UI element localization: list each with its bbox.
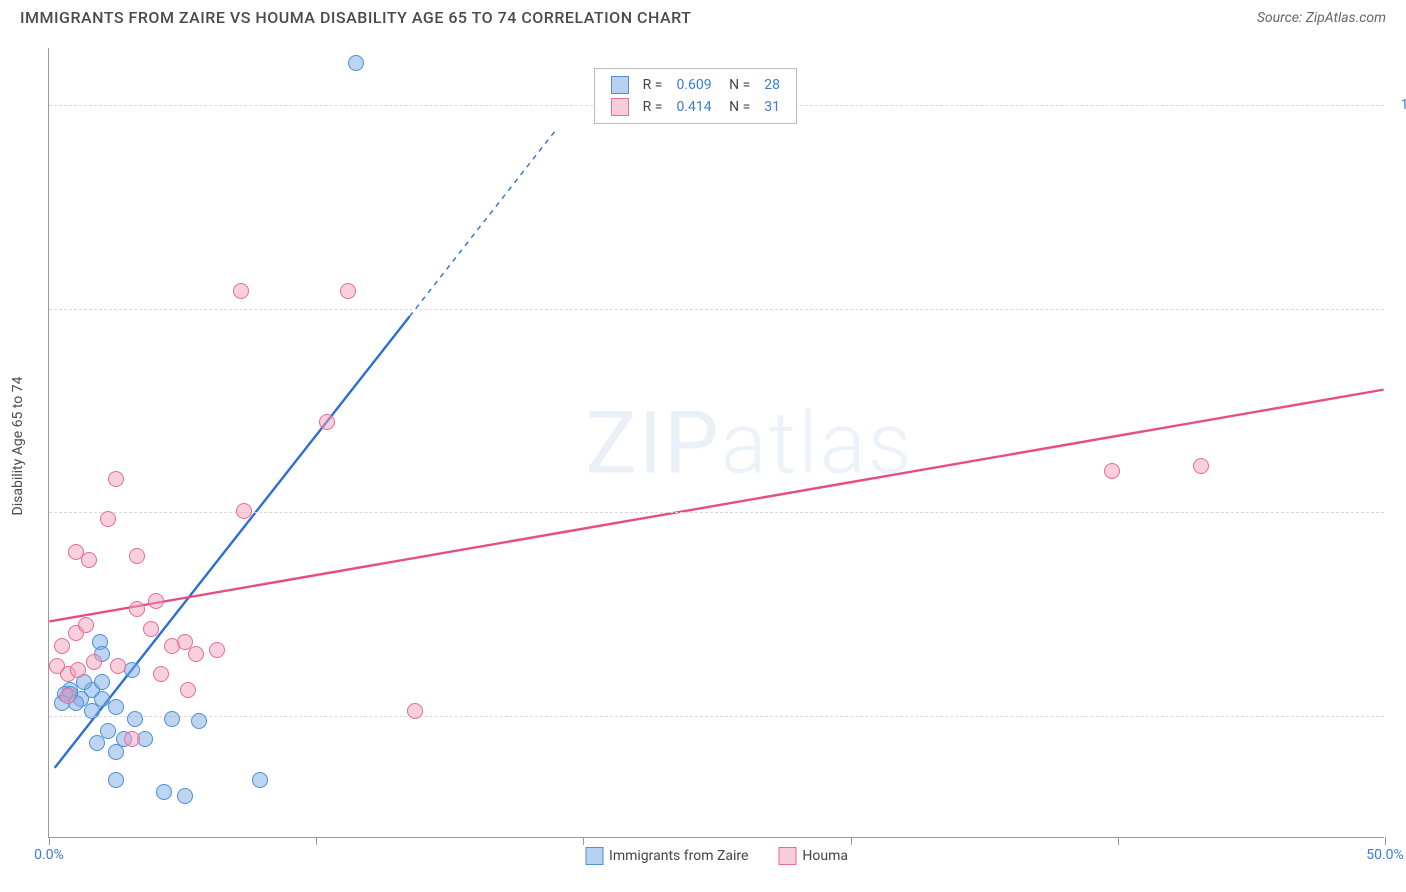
gridline-h [49,716,1384,717]
legend-swatch-s2 [611,98,629,116]
legend-item-s1: Immigrants from Zaire [585,847,748,865]
scatter-point-s2 [129,548,145,564]
scatter-point-s2 [68,544,84,560]
scatter-point-s1 [348,55,364,71]
scatter-point-s2 [78,617,94,633]
trend-lines-layer [49,48,1384,837]
scatter-point-s2 [233,283,249,299]
legend-item-s2: Houma [778,847,848,865]
page-title: IMMIGRANTS FROM ZAIRE VS HOUMA DISABILIT… [20,8,691,27]
trend-line-dashed-s1 [410,129,557,316]
x-tick [1385,837,1386,845]
scatter-point-s1 [108,699,124,715]
scatter-point-s1 [108,772,124,788]
x-tick [851,837,852,845]
scatter-point-s2 [108,471,124,487]
scatter-point-s2 [143,621,159,637]
scatter-point-s2 [177,634,193,650]
scatter-point-s1 [164,711,180,727]
gridline-h [49,309,1384,310]
scatter-point-s1 [177,788,193,804]
series-legend: Immigrants from Zaire Houma [585,847,848,865]
scatter-point-s2 [188,646,204,662]
scatter-point-s2 [209,642,225,658]
scatter-point-s2 [129,601,145,617]
scatter-point-s2 [86,654,102,670]
scatter-point-s1 [191,713,207,729]
scatter-point-s1 [127,711,143,727]
legend-n-value-s2: 31 [758,97,786,117]
legend-n-label: N = [720,97,757,117]
scatter-point-s2 [124,731,140,747]
correlation-stats-legend: R = 0.609 N = 28 R = 0.414 N = 31 [594,68,797,124]
scatter-point-s2 [407,703,423,719]
scatter-point-s2 [180,682,196,698]
x-tick [49,837,50,845]
legend-n-label: N = [720,75,757,95]
legend-swatch-s1 [585,847,603,865]
scatter-point-s2 [81,552,97,568]
legend-r-value-s1: 0.609 [670,75,717,95]
scatter-point-s1 [89,735,105,751]
legend-label-s1: Immigrants from Zaire [609,848,748,864]
scatter-point-s2 [1104,463,1120,479]
scatter-point-s2 [340,283,356,299]
scatter-point-s2 [54,638,70,654]
scatter-point-s1 [108,744,124,760]
legend-swatch-s2 [778,847,796,865]
scatter-point-s1 [94,674,110,690]
scatter-point-s2 [70,662,86,678]
scatter-point-s1 [84,703,100,719]
scatter-point-s2 [153,666,169,682]
scatter-point-s2 [110,658,126,674]
legend-swatch-s1 [611,76,629,94]
scatter-point-s2 [49,658,65,674]
legend-r-label: R = [637,97,669,117]
watermark: ZIPatlas [585,392,913,493]
legend-r-label: R = [637,75,669,95]
scatter-point-s2 [148,593,164,609]
scatter-point-s1 [252,772,268,788]
x-tick [583,837,584,845]
x-tick [1118,837,1119,845]
correlation-scatter-chart: ZIPatlas Immigrants from ZaireHouma 25.0… [48,48,1384,838]
y-tick-label: 100.0% [1401,97,1406,113]
x-tick [316,837,317,845]
scatter-point-s2 [319,414,335,430]
scatter-point-s2 [1193,458,1209,474]
scatter-point-s2 [60,688,76,704]
x-tick-label: 50.0% [1366,847,1404,863]
y-axis-label: Disability Age 65 to 74 [10,377,26,516]
legend-label-s2: Houma [802,848,848,864]
legend-r-value-s2: 0.414 [670,97,717,117]
x-tick-label: 0.0% [34,847,64,863]
scatter-point-s2 [100,511,116,527]
scatter-point-s2 [236,503,252,519]
source-attribution: Source: ZipAtlas.com [1257,10,1386,26]
scatter-point-s1 [156,784,172,800]
legend-n-value-s1: 28 [758,75,786,95]
